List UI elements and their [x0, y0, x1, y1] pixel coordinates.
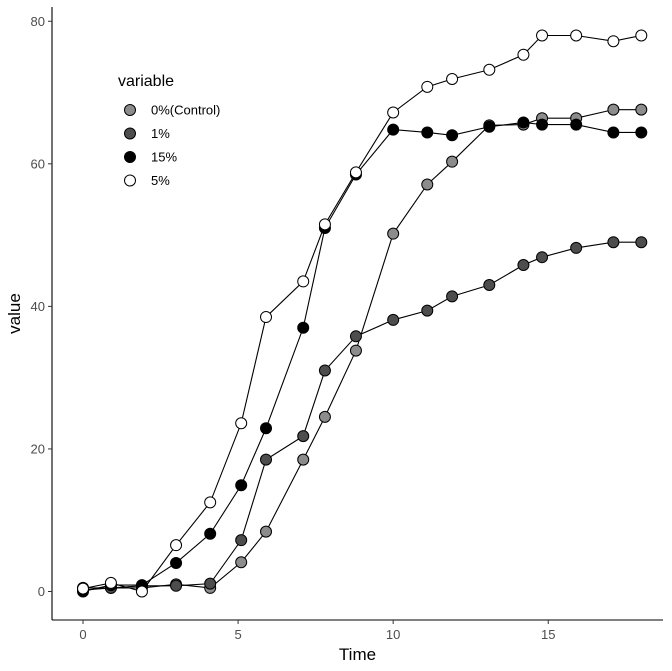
data-point-2-7 [297, 321, 310, 334]
data-point-2-16 [570, 118, 583, 131]
data-point-1-9 [349, 330, 362, 343]
data-point-2-5 [235, 479, 248, 492]
data-point-3-12 [446, 72, 459, 85]
data-point-3-13 [483, 63, 496, 76]
data-point-1-10 [387, 313, 400, 326]
y-tick-label-0: 0 [38, 584, 45, 599]
legend-label-0: 0%(Control) [151, 103, 220, 118]
legend-label-1: 1% [151, 126, 170, 141]
data-point-2-12 [446, 129, 459, 142]
data-point-3-1 [104, 576, 117, 589]
data-point-3-11 [421, 80, 434, 93]
y-tick-label-3: 60 [31, 156, 45, 171]
legend-label-3: 5% [151, 173, 170, 188]
data-point-2-6 [260, 422, 273, 435]
data-point-1-6 [260, 453, 273, 466]
data-point-2-10 [387, 123, 400, 136]
data-point-3-7 [297, 275, 310, 288]
x-axis-title: Time [339, 645, 376, 664]
legend-key-1 [124, 127, 136, 140]
legend-key-2 [124, 151, 136, 163]
data-point-3-15 [536, 29, 549, 42]
y-tick-label-4: 80 [31, 14, 45, 29]
data-point-2-14 [517, 116, 530, 129]
data-point-2-4 [204, 527, 217, 540]
y-tick-label-1: 20 [31, 441, 45, 456]
data-point-1-16 [570, 241, 583, 254]
data-point-1-17 [607, 236, 620, 249]
legend-title: variable [118, 73, 174, 90]
data-point-3-2 [135, 585, 148, 598]
data-point-3-17 [607, 35, 620, 48]
data-point-2-18 [635, 126, 648, 139]
legend: variable 0%(Control) 1% 15% 5% [118, 73, 220, 188]
data-point-1-11 [421, 304, 434, 317]
data-point-0-8 [318, 410, 331, 423]
data-point-0-9 [349, 344, 362, 357]
data-point-3-18 [635, 29, 648, 42]
data-point-0-17 [607, 103, 620, 116]
data-point-0-7 [297, 453, 310, 466]
data-point-0-11 [421, 178, 434, 191]
data-point-3-0 [77, 582, 90, 595]
data-point-3-4 [204, 496, 217, 509]
x-tick-label-1: 5 [234, 627, 241, 642]
data-point-3-8 [318, 218, 331, 231]
data-point-3-16 [570, 29, 583, 42]
axes: 0 5 10 15 0 20 40 60 80 [31, 7, 663, 642]
legend-key-0 [124, 104, 136, 116]
data-point-3-14 [517, 48, 530, 61]
data-point-2-15 [536, 118, 549, 131]
y-axis-title: value [5, 293, 24, 334]
legend-key-3 [124, 174, 136, 187]
data-point-2-17 [607, 126, 620, 139]
data-point-1-4 [204, 577, 217, 590]
data-point-1-12 [446, 290, 459, 303]
data-point-1-15 [536, 251, 549, 264]
plot-area [77, 29, 648, 598]
y-tick-label-2: 40 [31, 299, 45, 314]
data-point-0-10 [387, 227, 400, 240]
data-point-0-12 [446, 155, 459, 168]
data-point-3-10 [387, 106, 400, 119]
x-tick-label-2: 10 [386, 627, 400, 642]
data-point-3-5 [235, 417, 248, 430]
data-point-1-14 [517, 259, 530, 272]
data-point-1-5 [235, 534, 248, 547]
data-point-1-3 [170, 579, 183, 592]
data-point-3-9 [349, 166, 362, 179]
data-point-1-18 [635, 236, 648, 249]
data-point-2-3 [170, 556, 183, 569]
data-point-3-6 [260, 311, 273, 324]
data-point-1-8 [318, 364, 331, 377]
x-tick-label-0: 0 [79, 627, 86, 642]
data-point-2-11 [421, 126, 434, 139]
data-point-2-13 [483, 120, 496, 133]
x-tick-label-3: 15 [541, 627, 555, 642]
data-point-0-5 [235, 556, 248, 569]
legend-label-2: 15% [151, 150, 177, 165]
data-point-1-7 [297, 430, 310, 443]
data-point-0-18 [635, 103, 648, 116]
data-point-3-3 [170, 539, 183, 552]
data-point-0-6 [260, 525, 273, 538]
data-point-1-13 [483, 278, 496, 291]
